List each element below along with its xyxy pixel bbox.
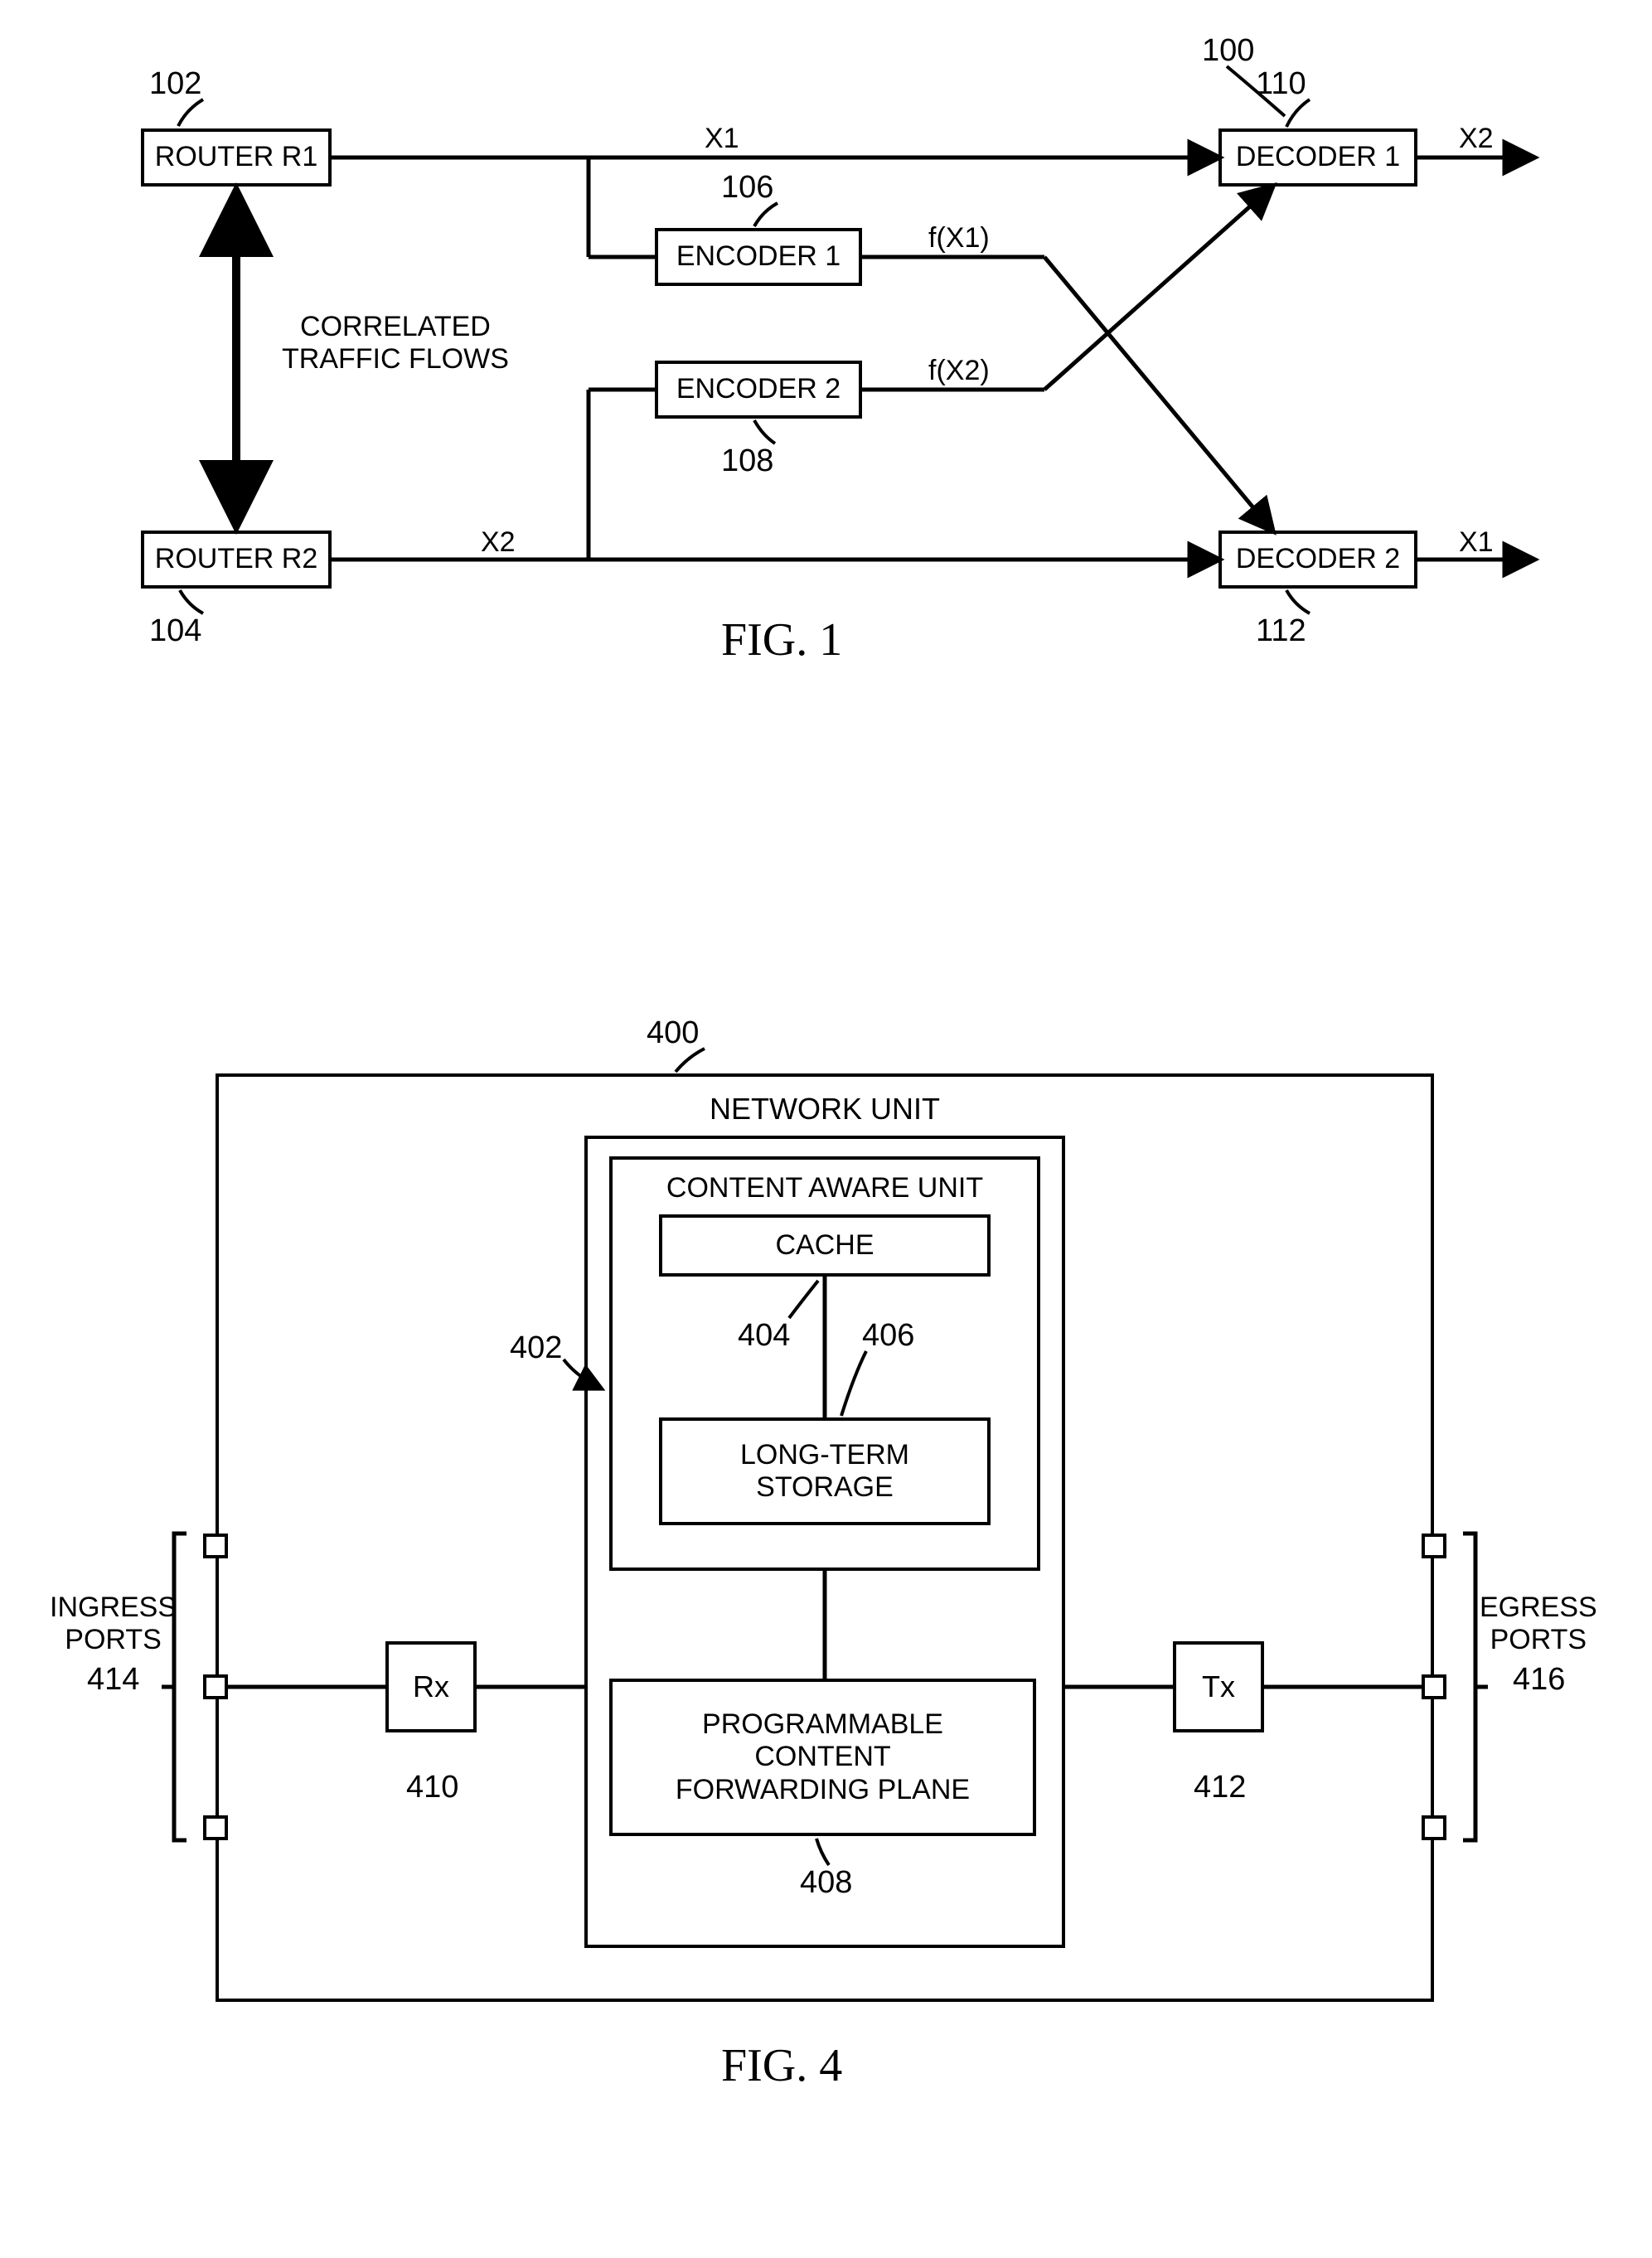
- ref-102: 102: [149, 66, 201, 102]
- egress-port-3: [1422, 1815, 1446, 1840]
- egress-port-1: [1422, 1534, 1446, 1558]
- network-unit-label: NETWORK UNIT: [710, 1092, 940, 1126]
- correlated-flows-label: CORRELATED TRAFFIC FLOWS: [282, 311, 509, 376]
- ingress-port-2: [203, 1674, 228, 1699]
- ref-406: 406: [862, 1318, 914, 1354]
- encoder-1-box: ENCODER 1: [655, 228, 862, 286]
- pcfp-box: PROGRAMMABLE CONTENT FORWARDING PLANE: [609, 1679, 1036, 1836]
- x2-label-bottom: X2: [481, 526, 516, 559]
- decoder-1-box: DECODER 1: [1218, 128, 1417, 187]
- rx-label: Rx: [413, 1669, 449, 1703]
- ref-404: 404: [738, 1318, 790, 1354]
- x2-out-label: X2: [1459, 123, 1494, 155]
- long-term-box: LONG-TERM STORAGE: [659, 1417, 991, 1525]
- encoder-1-label: ENCODER 1: [676, 240, 841, 273]
- ref-412: 412: [1194, 1770, 1246, 1805]
- ingress-port-1: [203, 1534, 228, 1558]
- egress-port-2: [1422, 1674, 1446, 1699]
- ingress-port-3: [203, 1815, 228, 1840]
- pcfp-label: PROGRAMMABLE CONTENT FORWARDING PLANE: [676, 1708, 970, 1805]
- router-r2-label: ROUTER R2: [155, 543, 317, 575]
- ref-106: 106: [721, 170, 773, 206]
- ref-400: 400: [647, 1015, 699, 1051]
- ref-408: 408: [800, 1865, 852, 1901]
- decoder-2-label: DECODER 2: [1236, 543, 1400, 575]
- ref-100: 100: [1202, 33, 1254, 69]
- decoder-1-label: DECODER 1: [1236, 141, 1400, 173]
- long-term-label: LONG-TERM STORAGE: [740, 1439, 909, 1504]
- egress-label: EGRESS PORTS: [1480, 1592, 1597, 1656]
- content-aware-label: CONTENT AWARE UNIT: [666, 1172, 983, 1204]
- ref-416: 416: [1513, 1662, 1565, 1698]
- fig1-caption: FIG. 1: [721, 613, 842, 666]
- ingress-label: INGRESS PORTS: [50, 1592, 177, 1656]
- x1-label-top: X1: [705, 123, 739, 155]
- cache-label: CACHE: [775, 1229, 874, 1262]
- decoder-2-box: DECODER 2: [1218, 531, 1417, 589]
- x1-out-label: X1: [1459, 526, 1494, 559]
- ref-110: 110: [1256, 66, 1306, 102]
- canvas: ROUTER R1 ROUTER R2 ENCODER 1 ENCODER 2 …: [33, 33, 1619, 2225]
- fx1-label: f(X1): [928, 222, 990, 254]
- ref-108: 108: [721, 443, 773, 479]
- ref-414: 414: [87, 1662, 139, 1698]
- ref-104: 104: [149, 613, 201, 649]
- fig4-caption: FIG. 4: [721, 2039, 842, 2092]
- ref-112: 112: [1256, 613, 1306, 649]
- tx-box: Tx: [1173, 1641, 1264, 1732]
- rx-box: Rx: [385, 1641, 477, 1732]
- router-r2-box: ROUTER R2: [141, 531, 332, 589]
- tx-label: Tx: [1202, 1669, 1235, 1703]
- router-r1-box: ROUTER R1: [141, 128, 332, 187]
- router-r1-label: ROUTER R1: [155, 141, 317, 173]
- fx2-label: f(X2): [928, 355, 990, 387]
- encoder-2-label: ENCODER 2: [676, 373, 841, 405]
- ref-410: 410: [406, 1770, 458, 1805]
- encoder-2-box: ENCODER 2: [655, 361, 862, 419]
- cache-box: CACHE: [659, 1214, 991, 1277]
- ref-402: 402: [510, 1330, 562, 1366]
